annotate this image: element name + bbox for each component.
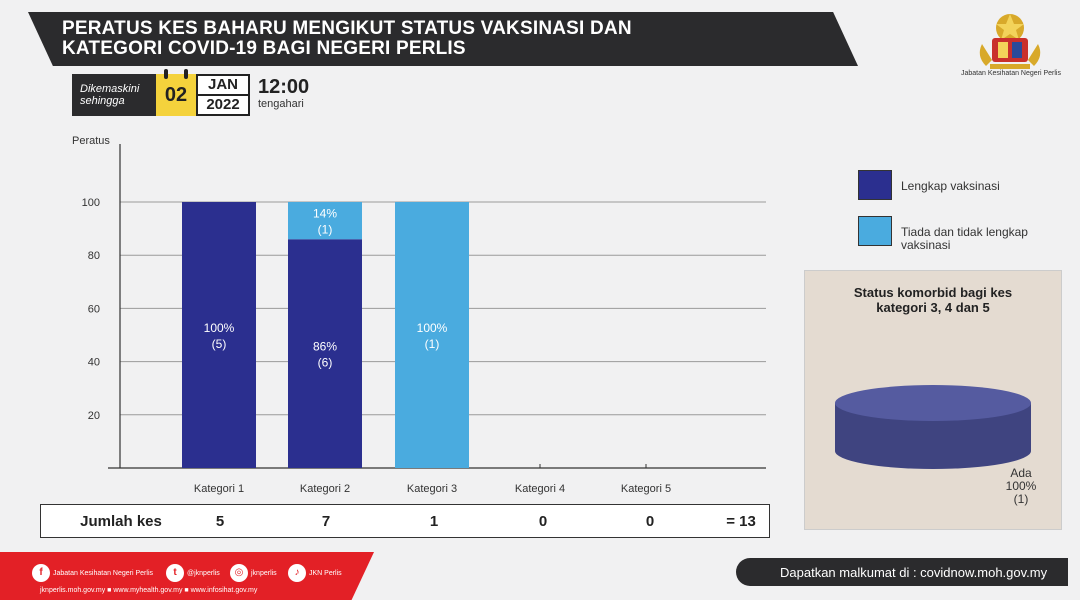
social-twitter[interactable]: t @jknperlis: [166, 564, 220, 582]
legend-label: Tiada dan tidak lengkap vaksinasi: [901, 225, 1028, 252]
data-count-label: (1): [318, 223, 333, 237]
data-label: 100%: [417, 321, 448, 335]
update-month-year: JAN 2022: [196, 74, 250, 116]
data-label: 100%: [204, 321, 235, 335]
logo-caption: Jabatan Kesihatan Negeri Perlis: [960, 70, 1061, 77]
total-value: 7: [321, 513, 331, 530]
legend-label: Lengkap vaksinasi: [901, 179, 1000, 193]
x-tick-label: Kategori 2: [300, 483, 350, 495]
page-title: PERATUS KES BAHARU MENGIKUT STATUS VAKSI…: [62, 18, 632, 59]
update-time: 12:00: [258, 76, 310, 98]
coat-of-arms-logo: [979, 14, 1041, 69]
bar-segment: [288, 202, 362, 240]
total-value: 0: [538, 513, 548, 530]
total-value: 5: [215, 513, 225, 530]
comorbid-pie: [835, 385, 1031, 469]
footer-info-bar: Dapatkan malkumat di : covidnow.moh.gov.…: [736, 558, 1068, 586]
comorbid-title: Status komorbid bagi kes kategori 3, 4 d…: [853, 285, 1013, 315]
y-tick-label: 80: [88, 250, 100, 262]
title-banner: PERATUS KES BAHARU MENGIKUT STATUS VAKSI…: [28, 12, 858, 66]
y-tick-label: 20: [88, 410, 100, 422]
total-value: 1: [429, 513, 439, 530]
legend-item-complete: Lengkap vaksinasi: [858, 170, 1058, 216]
legend-swatch: [858, 216, 892, 246]
tiktok-icon: ♪: [288, 564, 306, 582]
social-facebook[interactable]: f Jabatan Kesihatan Negeri Perlis: [32, 564, 153, 582]
data-count-label: (5): [212, 337, 227, 351]
data-count-label: (1): [425, 337, 440, 351]
y-axis-label: Peratus: [72, 135, 110, 147]
totals-row: Jumlah kes 5 7 1 0 0 = 13: [40, 504, 770, 538]
facebook-icon: f: [32, 564, 50, 582]
x-tick-label: Kategori 3: [407, 483, 457, 495]
calendar-ring-icon: [164, 69, 168, 79]
bar-segment: [182, 202, 256, 468]
pie-slice-side: [835, 403, 1031, 469]
bar-segment: [395, 202, 469, 468]
twitter-icon: t: [166, 564, 184, 582]
social-instagram[interactable]: ◎ jknperlis: [230, 564, 277, 582]
update-stamp: Dikemaskini sehingga 02 JAN 2022: [72, 69, 252, 116]
pie-slice-label: Ada 100% (1): [1005, 466, 1037, 506]
x-tick-label: Kategori 1: [194, 483, 244, 495]
totals-label: Jumlah kes: [80, 513, 162, 530]
update-day: 02: [156, 74, 196, 116]
footer-info-text[interactable]: Dapatkan malkumat di : covidnow.moh.gov.…: [780, 565, 1048, 580]
legend-swatch: [858, 170, 892, 200]
footer-links[interactable]: jknperlis.moh.gov.my ■ www.myhealth.gov.…: [40, 587, 258, 594]
chart-legend: Lengkap vaksinasi Tiada dan tidak lengka…: [858, 170, 1058, 262]
total-value: 0: [645, 513, 655, 530]
bar-segment: [288, 239, 362, 468]
x-tick-label: Kategori 4: [515, 483, 565, 495]
legend-item-incomplete: Tiada dan tidak lengkap vaksinasi: [858, 216, 1058, 262]
stacked-bar-chart: Peratus 20 40 60 80 100 Kategori 1 100% (5) Kateg…: [72, 135, 766, 495]
data-count-label: (6): [318, 356, 333, 370]
data-label: 14%: [313, 207, 337, 221]
instagram-icon: ◎: [230, 564, 248, 582]
comorbid-panel: Status komorbid bagi kes kategori 3, 4 d…: [804, 270, 1062, 530]
pie-slice-top: [835, 385, 1031, 421]
social-tiktok[interactable]: ♪ JKN Perlis: [288, 564, 342, 582]
total-sum: = 13: [726, 513, 756, 530]
updated-label: Dikemaskini sehingga: [72, 74, 156, 116]
y-tick-label: 100: [82, 197, 100, 209]
y-tick-label: 60: [88, 303, 100, 315]
update-time-suffix: tengahari: [258, 98, 304, 110]
x-tick-label: Kategori 5: [621, 483, 671, 495]
y-tick-label: 40: [88, 357, 100, 369]
calendar-ring-icon: [184, 69, 188, 79]
footer-social-bar: f Jabatan Kesihatan Negeri Perlis t @jkn…: [0, 552, 374, 600]
data-label: 86%: [313, 340, 337, 354]
